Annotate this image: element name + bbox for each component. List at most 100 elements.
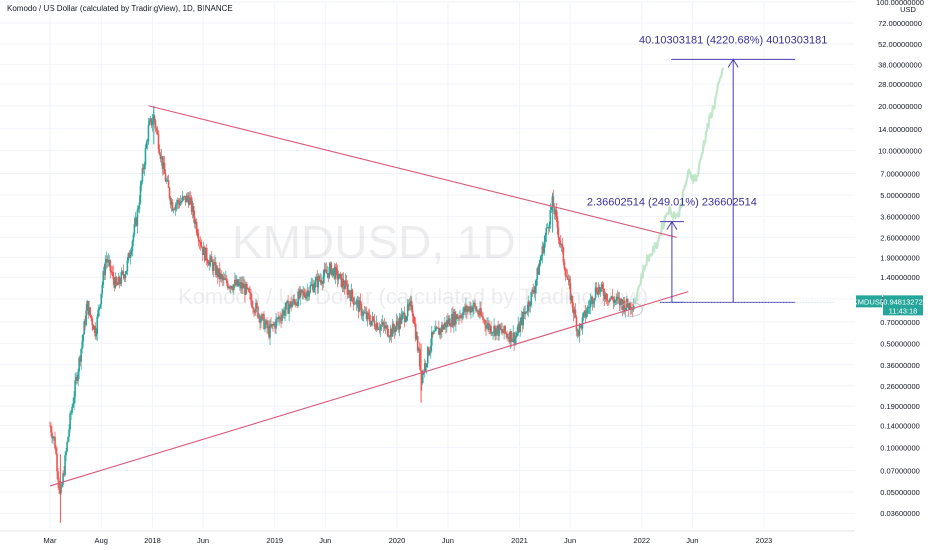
candle-body: [392, 324, 395, 330]
candle-body: [541, 246, 544, 257]
candle-body: [284, 309, 286, 316]
candle-body: [568, 279, 571, 284]
trendline: [148, 105, 677, 238]
price-tag-value-box: [883, 295, 923, 316]
candle-body: [563, 262, 566, 269]
candle-body: [593, 298, 596, 302]
candle-body: [86, 301, 88, 311]
candle-body: [67, 436, 69, 443]
candle-body: [378, 328, 381, 330]
candle-body: [68, 429, 70, 437]
candle-body: [390, 329, 393, 337]
candle-body: [238, 283, 240, 286]
candle-body: [253, 308, 255, 313]
candle-body: [617, 297, 620, 299]
candle-body: [87, 301, 89, 315]
candle-body: [362, 311, 365, 316]
candle-body: [215, 267, 218, 275]
y-tick-label: 0.05000000: [880, 488, 920, 497]
candle-body: [172, 209, 175, 211]
candle-body: [623, 300, 626, 312]
candle-body: [547, 227, 550, 229]
candle-body: [121, 271, 124, 273]
candle-body: [574, 309, 577, 318]
candle-body: [176, 200, 179, 204]
candle-body: [320, 279, 323, 284]
candle-body: [58, 480, 60, 490]
candle-body: [263, 314, 265, 330]
candle-body: [508, 337, 510, 342]
candle-body: [428, 351, 431, 355]
candle-body: [296, 303, 298, 306]
candle-body: [204, 248, 207, 261]
candle-body: [188, 197, 191, 205]
candle-body: [185, 195, 188, 203]
candle-body: [272, 324, 274, 326]
candle-body: [329, 263, 332, 267]
candle-body: [95, 334, 98, 337]
candle-body: [557, 227, 560, 238]
candle-body: [446, 320, 448, 328]
candle-body: [506, 333, 508, 338]
candle-body: [73, 396, 75, 404]
candle-body: [412, 316, 415, 324]
candle-body: [260, 319, 262, 323]
candle-body: [161, 156, 164, 169]
candle-body: [301, 289, 303, 293]
candle-body: [456, 314, 458, 319]
candle-body: [163, 162, 166, 174]
candle-body: [534, 286, 537, 294]
candle-body: [146, 141, 149, 143]
highlight-circle: [619, 301, 643, 317]
candle-body: [591, 297, 594, 305]
candle-body: [271, 324, 273, 327]
candle-body: [528, 301, 531, 307]
y-tick-label: 0.70000000: [880, 318, 920, 327]
candle-body: [494, 325, 496, 336]
candle-body: [607, 300, 610, 302]
candle-body: [496, 325, 498, 329]
candle-body: [231, 286, 233, 289]
candle-body: [246, 283, 248, 289]
candle-body: [108, 260, 111, 261]
candle-body: [592, 301, 595, 305]
candle-body: [625, 298, 628, 309]
candle-body: [264, 323, 266, 330]
candle-body: [477, 310, 479, 315]
candle-body: [243, 284, 245, 289]
candle-body: [50, 425, 52, 433]
candle-body: [206, 260, 209, 264]
candle-body: [476, 310, 478, 312]
candle-body: [105, 259, 108, 263]
candle-body: [515, 335, 517, 338]
candle-body: [337, 278, 340, 280]
candle-body: [62, 473, 64, 485]
candle-body: [451, 314, 453, 327]
candle-body: [241, 283, 243, 289]
candle-body: [462, 312, 464, 319]
candle-body: [582, 313, 585, 318]
candle-body: [532, 289, 535, 293]
price-tag-symbol: KMDUSD: [853, 297, 886, 306]
candle-body: [178, 202, 181, 206]
candle-body: [490, 325, 492, 334]
candle-body: [389, 329, 392, 337]
candle-body: [558, 237, 561, 241]
candle-body: [252, 307, 254, 309]
candle-body: [628, 302, 631, 310]
candle-body: [300, 289, 302, 291]
candle-body: [631, 308, 634, 310]
candle-body: [351, 289, 354, 298]
candle-body: [473, 303, 475, 307]
candle-body: [455, 314, 457, 325]
candle-body: [505, 332, 507, 334]
candle-body: [191, 205, 194, 212]
candle-body: [182, 196, 185, 198]
candle-body: [421, 372, 424, 384]
candle-body: [359, 300, 362, 304]
candle-body: [288, 306, 290, 314]
candle-body: [385, 325, 388, 327]
candle-body: [74, 380, 76, 397]
candle-body: [525, 311, 528, 313]
